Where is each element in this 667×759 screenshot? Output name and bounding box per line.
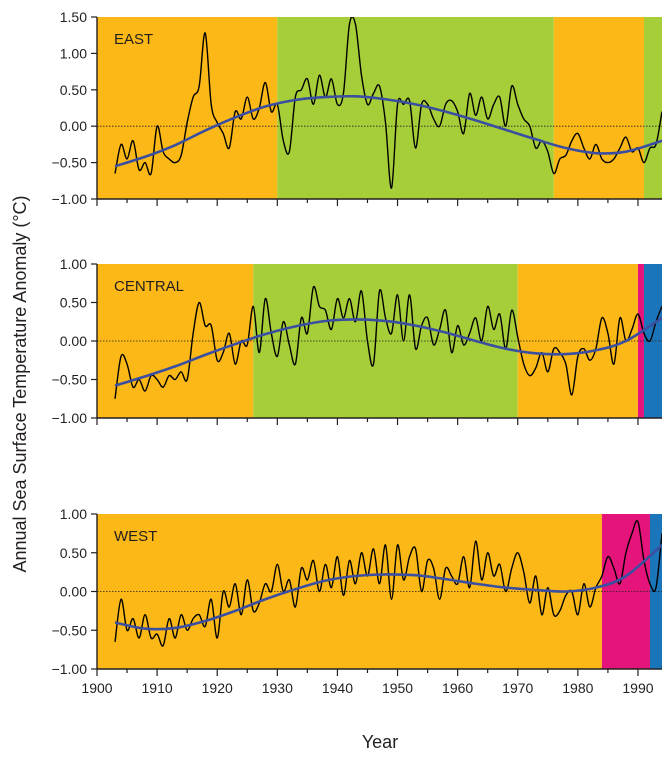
y-tick-label: −0.50 — [52, 155, 88, 171]
y-tick-label: 0.50 — [60, 545, 87, 561]
annual-anomaly-line — [114, 285, 662, 399]
y-tick-label: 0.00 — [60, 118, 87, 134]
x-tick-label: 1960 — [442, 680, 473, 696]
trend-curve — [114, 544, 662, 631]
y-tick-label: 1.50 — [60, 9, 87, 25]
x-tick-label: 1900 — [81, 680, 112, 696]
panel-west: −1.00 −0.50 0.00 0.50 1.00 1900 1910 1920 1930 19… — [52, 506, 662, 696]
y-tick-label: −1.00 — [52, 410, 88, 426]
annual-anomaly-line — [114, 17, 662, 189]
y-tick-label: −0.50 — [52, 372, 88, 388]
y-tick-label: −1.00 — [52, 661, 88, 677]
trend-curve — [114, 316, 662, 387]
y-tick-label: −0.50 — [52, 622, 88, 638]
x-tick-label: 1920 — [202, 680, 233, 696]
x-axis-label: Year — [362, 732, 398, 752]
panel-title: CENTRAL — [114, 278, 184, 295]
panel-east: −1.00 −0.50 0.00 0.50 1.00 1.50 EAST — [52, 9, 662, 207]
panel-central: −1.00 −0.50 0.00 0.50 1.00 CENTRAL — [52, 256, 662, 426]
y-tick-label: 1.00 — [60, 256, 87, 272]
panel-title: WEST — [114, 528, 157, 545]
x-tick-label: 1990 — [622, 680, 653, 696]
regime-band-green — [277, 17, 554, 199]
y-tick-label: 1.00 — [60, 506, 87, 522]
y-tick-label: 0.00 — [60, 584, 87, 600]
x-tick-label: 1980 — [562, 680, 593, 696]
y-tick-label: 1.00 — [60, 45, 87, 61]
x-tick-label: 1950 — [382, 680, 413, 696]
y-tick-label: −1.00 — [52, 191, 88, 207]
y-axis-label: Annual Sea Surface Temperature Anomaly (… — [10, 195, 30, 572]
panels-group: −1.00 −0.50 0.00 0.50 1.00 1.50 EAST −1.00 −0.50… — [52, 9, 662, 696]
y-tick-label: 0.50 — [60, 295, 87, 311]
x-tick-label: 1940 — [322, 680, 353, 696]
regime-band-orange — [553, 17, 644, 199]
trend-curve — [114, 94, 662, 168]
regime-band-orange — [97, 17, 278, 199]
x-tick-label: 1970 — [502, 680, 533, 696]
panel-title: EAST — [114, 31, 153, 48]
x-tick-label: 1910 — [142, 680, 173, 696]
x-tick-label: 1930 — [262, 680, 293, 696]
y-tick-label: 0.50 — [60, 82, 87, 98]
regime-band-green — [643, 17, 662, 199]
y-tick-label: 0.00 — [60, 333, 87, 349]
